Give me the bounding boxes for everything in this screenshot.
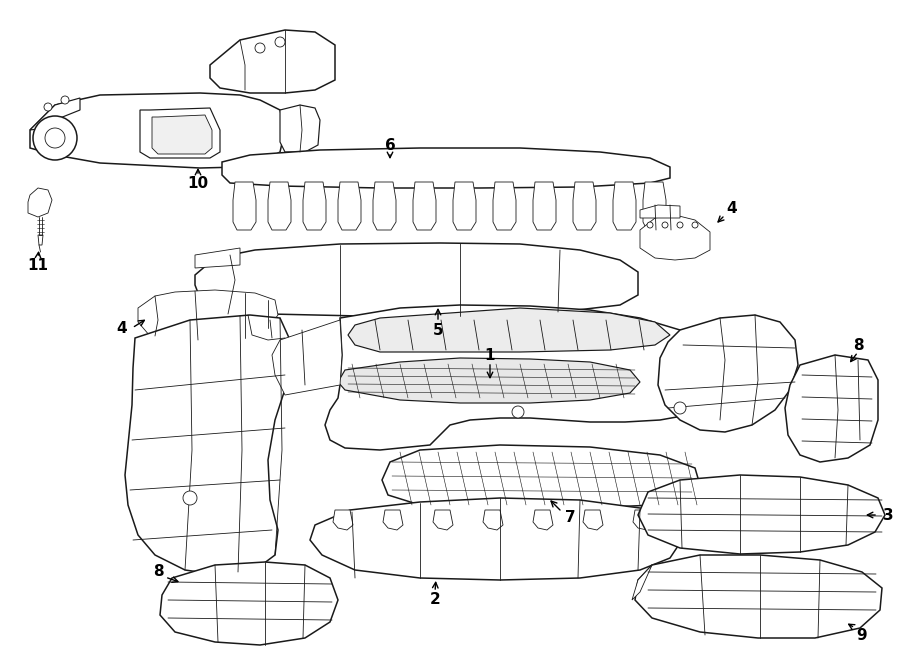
Circle shape	[275, 37, 285, 47]
Polygon shape	[195, 248, 240, 268]
Polygon shape	[658, 315, 798, 432]
Circle shape	[692, 222, 698, 228]
Text: 11: 11	[28, 258, 49, 273]
Text: 4: 4	[726, 201, 737, 216]
Polygon shape	[633, 510, 653, 530]
Polygon shape	[483, 510, 503, 530]
Polygon shape	[413, 182, 436, 230]
Polygon shape	[333, 510, 353, 530]
Polygon shape	[338, 182, 361, 230]
Polygon shape	[268, 182, 291, 230]
Polygon shape	[785, 355, 878, 462]
Polygon shape	[28, 188, 52, 217]
Circle shape	[674, 402, 686, 414]
Polygon shape	[493, 182, 516, 230]
Polygon shape	[338, 358, 640, 403]
Polygon shape	[38, 235, 43, 245]
Polygon shape	[453, 182, 476, 230]
Polygon shape	[30, 93, 285, 168]
Polygon shape	[433, 510, 453, 530]
Text: 6: 6	[384, 138, 395, 152]
Polygon shape	[643, 182, 666, 230]
Polygon shape	[195, 243, 638, 316]
Polygon shape	[382, 445, 700, 508]
Circle shape	[45, 128, 65, 148]
Polygon shape	[138, 290, 278, 343]
Polygon shape	[152, 115, 212, 154]
Circle shape	[33, 116, 77, 160]
Polygon shape	[348, 308, 670, 352]
Polygon shape	[635, 555, 882, 638]
Text: 8: 8	[852, 338, 863, 352]
Circle shape	[677, 222, 683, 228]
Circle shape	[61, 96, 69, 104]
Polygon shape	[638, 475, 885, 554]
Polygon shape	[160, 562, 338, 645]
Text: 1: 1	[485, 348, 495, 363]
Polygon shape	[272, 320, 342, 395]
Polygon shape	[233, 182, 256, 230]
Polygon shape	[325, 305, 720, 450]
Polygon shape	[210, 30, 335, 93]
Polygon shape	[533, 182, 556, 230]
Text: 7: 7	[564, 510, 575, 526]
Text: 8: 8	[153, 565, 163, 579]
Circle shape	[44, 103, 52, 111]
Polygon shape	[583, 510, 603, 530]
Circle shape	[255, 43, 265, 53]
Polygon shape	[310, 498, 682, 580]
Text: 9: 9	[857, 628, 868, 643]
Circle shape	[647, 222, 653, 228]
Polygon shape	[533, 510, 553, 530]
Polygon shape	[140, 108, 220, 158]
Polygon shape	[573, 182, 596, 230]
Polygon shape	[613, 182, 636, 230]
Polygon shape	[125, 315, 290, 575]
Text: 3: 3	[883, 508, 894, 522]
Text: 4: 4	[117, 320, 127, 336]
Text: 10: 10	[187, 175, 209, 191]
Circle shape	[512, 406, 524, 418]
Text: 2: 2	[429, 592, 440, 608]
Text: 5: 5	[433, 322, 444, 338]
Polygon shape	[383, 510, 403, 530]
Polygon shape	[222, 148, 670, 188]
Circle shape	[183, 491, 197, 505]
Polygon shape	[640, 215, 710, 260]
Polygon shape	[280, 105, 320, 152]
Polygon shape	[640, 205, 680, 218]
Polygon shape	[303, 182, 326, 230]
Polygon shape	[632, 565, 652, 600]
Polygon shape	[30, 98, 80, 130]
Polygon shape	[373, 182, 396, 230]
Circle shape	[662, 222, 668, 228]
